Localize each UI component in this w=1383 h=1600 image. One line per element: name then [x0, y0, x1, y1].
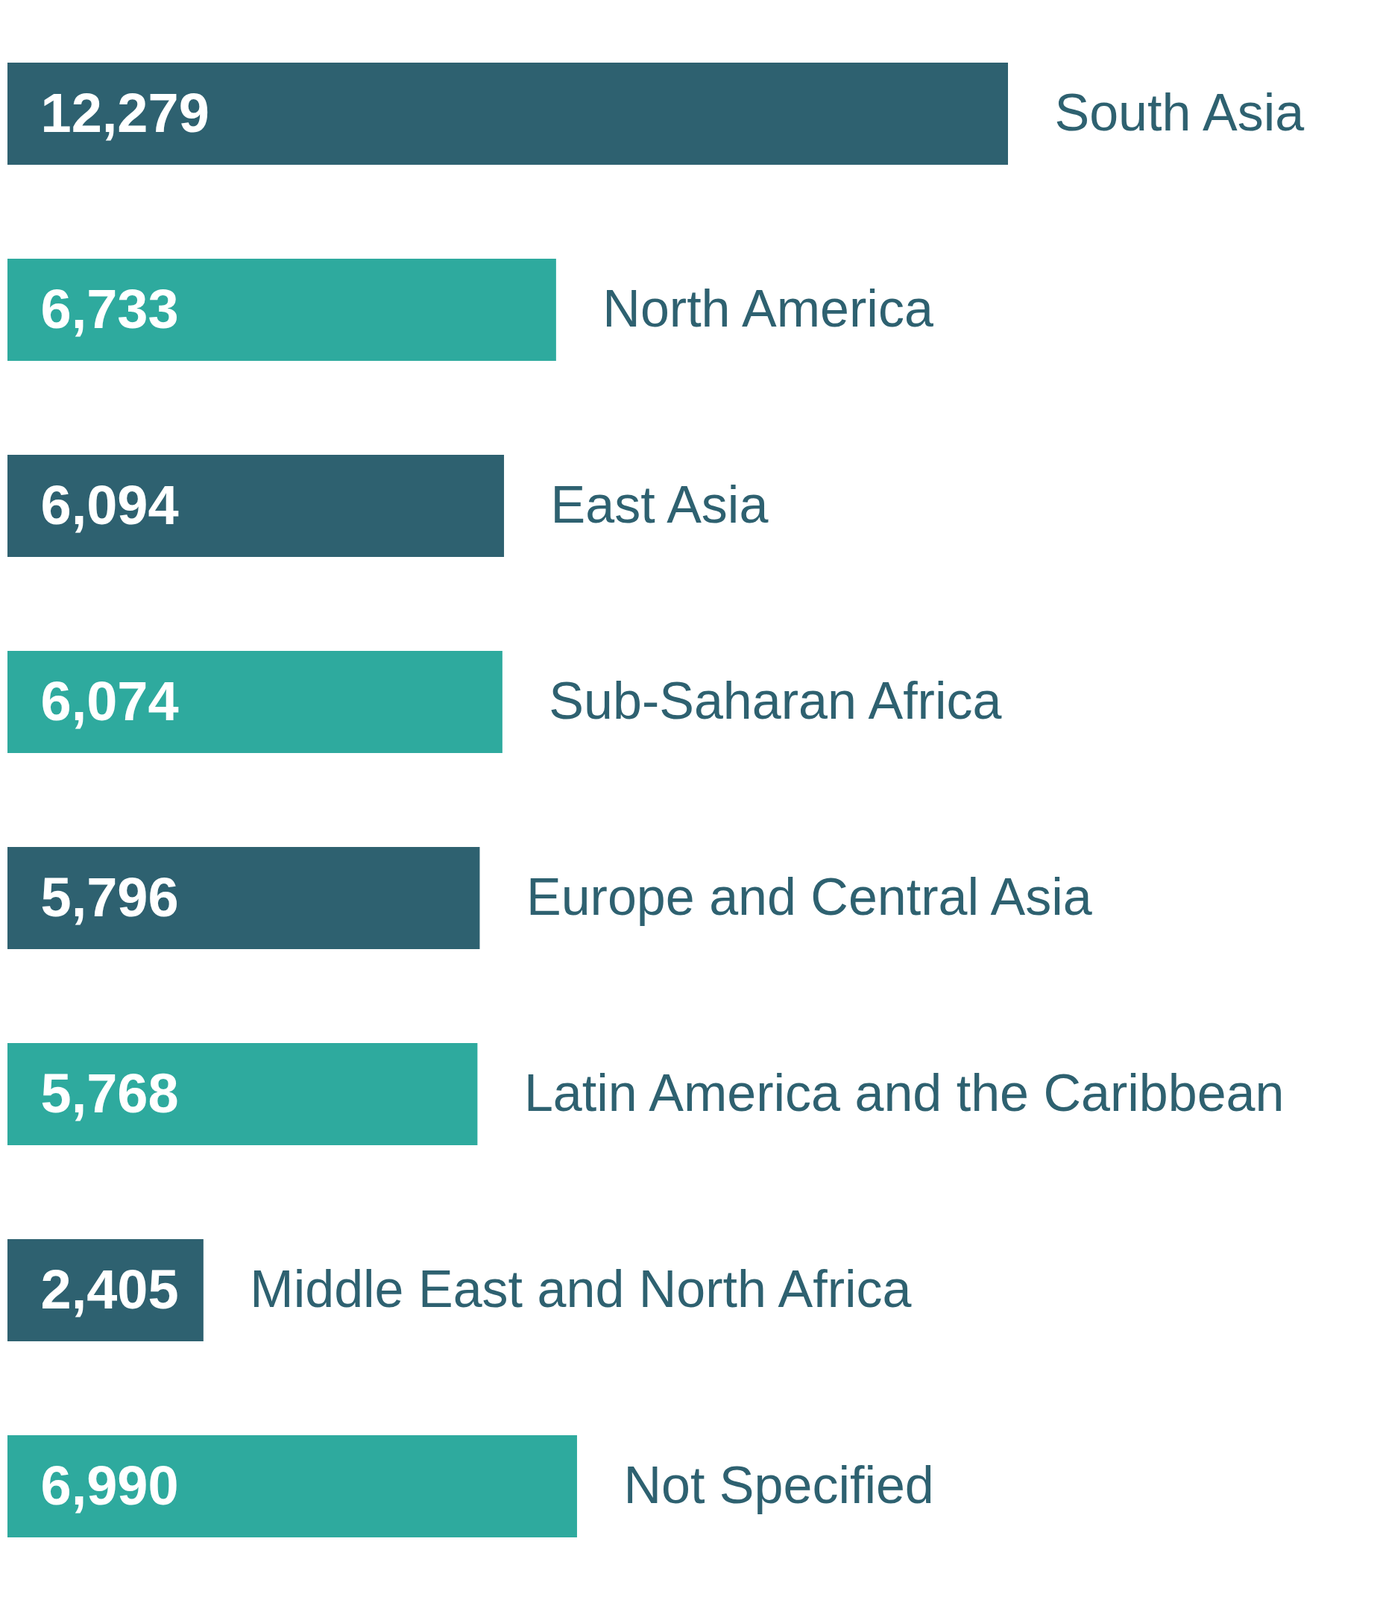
svg-text:6,094: 6,094: [41, 474, 179, 537]
svg-text:5,768: 5,768: [41, 1062, 179, 1125]
svg-text:6,990: 6,990: [41, 1454, 179, 1517]
svg-text:Latin America and the Caribbea: Latin America and the Caribbean: [524, 1063, 1285, 1123]
svg-text:12,279: 12,279: [41, 82, 210, 144]
svg-text:Middle East and North Africa: Middle East and North Africa: [249, 1259, 912, 1319]
svg-text:6,074: 6,074: [41, 670, 179, 733]
svg-text:Sub-Saharan Africa: Sub-Saharan Africa: [548, 671, 1002, 730]
svg-text:6,733: 6,733: [41, 278, 179, 340]
svg-text:North America: North America: [602, 279, 934, 338]
svg-text:Not Specified: Not Specified: [623, 1456, 934, 1515]
svg-text:Europe and Central Asia: Europe and Central Asia: [526, 867, 1093, 926]
svg-text:South Asia: South Asia: [1054, 83, 1305, 142]
svg-text:East Asia: East Asia: [550, 475, 769, 534]
svg-text:2,405: 2,405: [41, 1258, 179, 1321]
svg-text:5,796: 5,796: [41, 866, 179, 929]
